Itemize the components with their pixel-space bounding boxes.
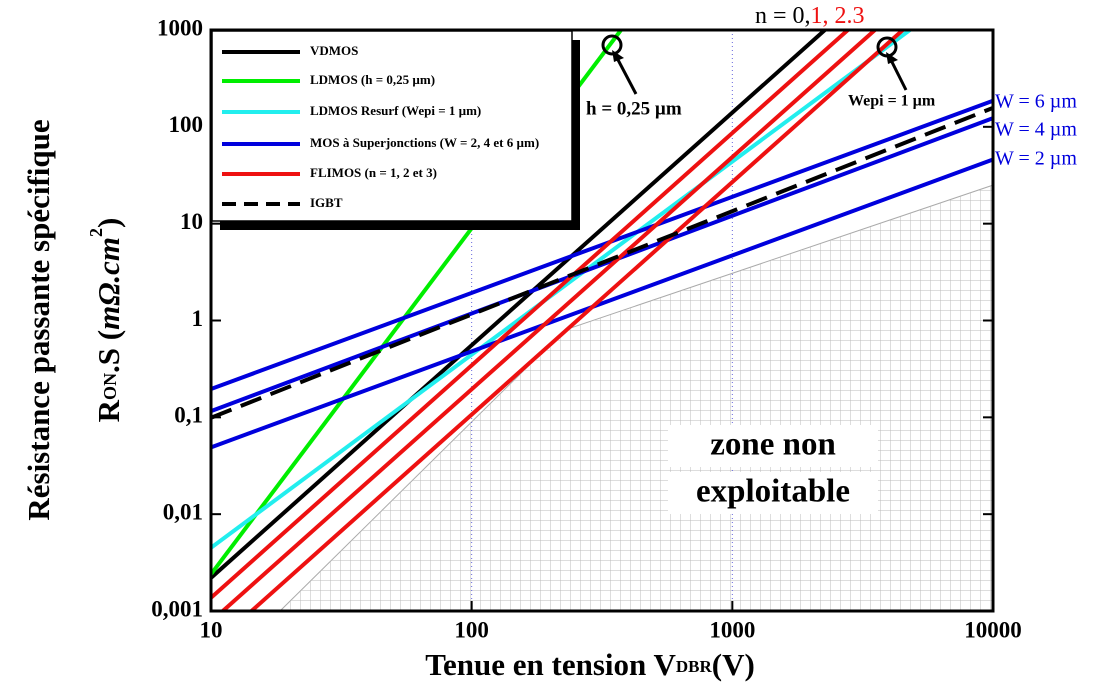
zone-label: exploitable (696, 474, 850, 510)
y-tick-label: 100 (169, 112, 204, 137)
y-tick-label: 0,01 (163, 499, 203, 524)
zone-label-bg (668, 425, 878, 467)
series-line (211, 106, 993, 420)
n-label-black: n = 0, (755, 3, 811, 29)
w-label: W = 6 µm (995, 91, 1077, 113)
series-line (211, 98, 993, 391)
annotation-arrowhead (886, 52, 898, 64)
x-axis-title-part: Tenue en tension V (425, 647, 676, 682)
y-axis-title-part: .S ( (91, 330, 126, 373)
annotation: h = 0,25 µm (586, 98, 682, 119)
x-tick-label: 10000 (964, 617, 1022, 642)
y-tick-label: 0,1 (174, 403, 203, 428)
x-axis-title-part: (V) (712, 647, 755, 682)
x-tick-label: 10 (200, 617, 223, 642)
w-label: W = 4 µm (995, 119, 1077, 141)
x-tick-label: 1000 (709, 617, 755, 642)
legend-box (211, 30, 573, 222)
legend-label: MOS à Superjonctions (W = 2, 4 et 6 µm) (310, 135, 539, 150)
y-axis-title-part: ) (91, 218, 126, 228)
y-axis-title-part: 2 (86, 228, 106, 237)
annotation-arrow (888, 57, 908, 91)
series-line (250, 30, 905, 611)
n-label: n = 0,1, 2.3 (755, 3, 865, 29)
annotation-arrowhead (612, 50, 624, 62)
y-tick-label: 10 (180, 209, 203, 234)
y-axis-title-part: R (91, 399, 126, 422)
y-tick-label: 0,001 (151, 596, 203, 621)
n-label-red: 1, 2.3 (811, 3, 865, 29)
zone-label-bg (668, 472, 878, 514)
w-label: W = 2 µm (995, 148, 1077, 170)
series-line (211, 30, 850, 600)
y-axis-title-part: mΩ.cm (91, 237, 126, 330)
legend-label: IGBT (310, 195, 343, 210)
series-line (221, 30, 877, 611)
x-axis-title-part: DBR (676, 657, 713, 676)
series-line (211, 30, 827, 580)
legend-label: LDMOS Resurf (Wepi = 1 µm) (310, 103, 481, 118)
y-axis-title-part: ON (100, 373, 120, 400)
legend-label: FLIMOS (n = 1, 2 et 3) (310, 165, 437, 180)
legend-label: VDMOS (310, 43, 358, 58)
series-line (211, 157, 993, 450)
annotation-circle (601, 34, 623, 56)
x-axis-title: Tenue en tension VDBR(V) (425, 647, 755, 682)
legend-label: LDMOS (h = 0,25 µm) (310, 72, 435, 87)
annotation-arrow (614, 55, 638, 95)
y-tick-label: 1000 (157, 15, 203, 40)
y-axis-title: RON.S (mΩ.cm2) (86, 218, 126, 423)
y-axis-title: Résistance passante spécifique (21, 119, 56, 520)
y-tick-label: 1 (192, 306, 204, 331)
x-tick-label: 100 (454, 617, 489, 642)
zone-label: zone non (710, 427, 836, 463)
annotation: Wepi = 1 µm (848, 93, 936, 110)
